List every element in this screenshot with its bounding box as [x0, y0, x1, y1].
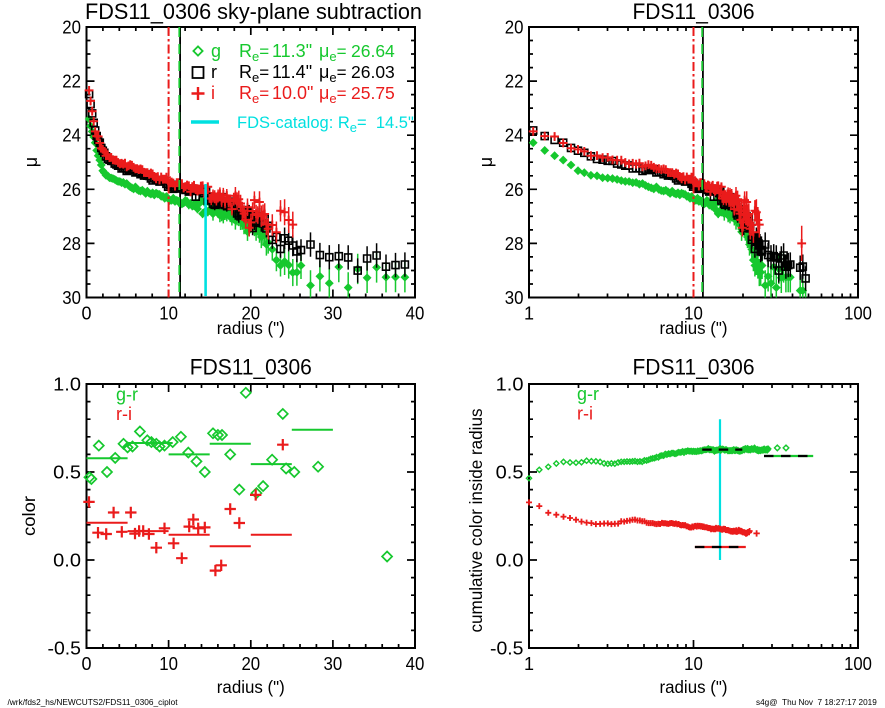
svg-text:g-r: g-r	[116, 385, 138, 405]
svg-text:-0.5: -0.5	[490, 639, 524, 659]
svg-text:FDS11_0306: FDS11_0306	[190, 355, 312, 380]
svg-text:10: 10	[684, 304, 703, 324]
svg-text:28: 28	[505, 234, 524, 254]
svg-text:FDS11_0306: FDS11_0306	[633, 0, 755, 24]
svg-text:28: 28	[62, 234, 81, 254]
svg-text:24: 24	[505, 126, 524, 146]
svg-text:10: 10	[159, 654, 178, 674]
svg-text:g: g	[211, 41, 221, 61]
svg-text:100: 100	[844, 654, 872, 674]
svg-text:100: 100	[844, 304, 872, 324]
svg-text:20: 20	[62, 18, 81, 38]
svg-text:Re=: Re=	[239, 41, 269, 64]
svg-text:40: 40	[406, 304, 425, 324]
svg-text:0.0: 0.0	[53, 551, 81, 571]
svg-text:26.03: 26.03	[351, 62, 395, 82]
svg-text:24: 24	[62, 126, 81, 146]
svg-text:Re=: Re=	[239, 83, 269, 106]
svg-text:FDS11_0306 sky-plane subtracti: FDS11_0306 sky-plane subtraction	[85, 0, 422, 24]
svg-text:μe=: μe=	[319, 83, 347, 106]
svg-text:color: color	[19, 496, 39, 536]
svg-text:radius ("): radius (")	[660, 677, 728, 697]
svg-text:1: 1	[524, 654, 534, 674]
svg-text:μ: μ	[21, 157, 41, 167]
svg-text:10.0": 10.0"	[272, 83, 313, 103]
svg-text:20: 20	[505, 18, 524, 38]
svg-text:20: 20	[241, 304, 260, 324]
svg-text:r-i: r-i	[577, 404, 593, 424]
svg-text:radius ("): radius (")	[217, 677, 285, 697]
svg-text:26.64: 26.64	[351, 41, 395, 61]
svg-text:26: 26	[62, 180, 81, 200]
svg-text:22: 22	[62, 72, 81, 92]
svg-text:1.0: 1.0	[496, 375, 524, 395]
svg-text:10: 10	[684, 654, 703, 674]
svg-text:30: 30	[324, 654, 343, 674]
svg-text:0.5: 0.5	[53, 463, 81, 483]
svg-text:1: 1	[524, 304, 534, 324]
svg-text:r: r	[211, 62, 217, 82]
svg-text:radius ("): radius (")	[660, 318, 728, 338]
svg-text:r-i: r-i	[116, 404, 132, 424]
svg-text:-0.5: -0.5	[48, 639, 82, 659]
svg-text:/wrk/fds2_hs/NEWCUTS2/FDS11_03: /wrk/fds2_hs/NEWCUTS2/FDS11_0306_ciplot	[8, 697, 179, 707]
svg-text:0.5: 0.5	[496, 463, 524, 483]
svg-text:FDS11_0306: FDS11_0306	[633, 355, 755, 380]
svg-text:radius ("): radius (")	[217, 318, 285, 338]
svg-text:cumulative color inside radius: cumulative color inside radius	[466, 408, 486, 632]
svg-text:40: 40	[406, 654, 425, 674]
svg-text:10: 10	[159, 304, 178, 324]
svg-text:FDS-catalog: Re= 14.5": FDS-catalog: Re= 14.5"	[237, 114, 414, 135]
svg-text:g-r: g-r	[577, 384, 599, 404]
svg-text:μe=: μe=	[319, 41, 347, 64]
svg-text:1.0: 1.0	[53, 375, 81, 395]
svg-text:μ: μ	[476, 157, 496, 167]
svg-text:25.75: 25.75	[351, 83, 395, 103]
svg-text:20: 20	[241, 654, 260, 674]
svg-text:30: 30	[62, 288, 81, 308]
svg-text:i: i	[211, 83, 215, 103]
svg-text:Re=: Re=	[239, 62, 269, 85]
svg-text:30: 30	[505, 288, 524, 308]
svg-text:30: 30	[324, 304, 343, 324]
svg-text:0.0: 0.0	[496, 551, 524, 571]
svg-text:0: 0	[81, 654, 91, 674]
svg-text:11.4": 11.4"	[272, 62, 312, 82]
svg-text:s4g@ Thu Nov 7 18:27:17 2019: s4g@ Thu Nov 7 18:27:17 2019	[756, 698, 877, 707]
svg-text:0: 0	[81, 304, 91, 324]
svg-text:μe=: μe=	[319, 62, 347, 85]
svg-text:26: 26	[505, 180, 524, 200]
svg-text:11.3": 11.3"	[272, 41, 312, 61]
svg-text:22: 22	[505, 72, 524, 92]
